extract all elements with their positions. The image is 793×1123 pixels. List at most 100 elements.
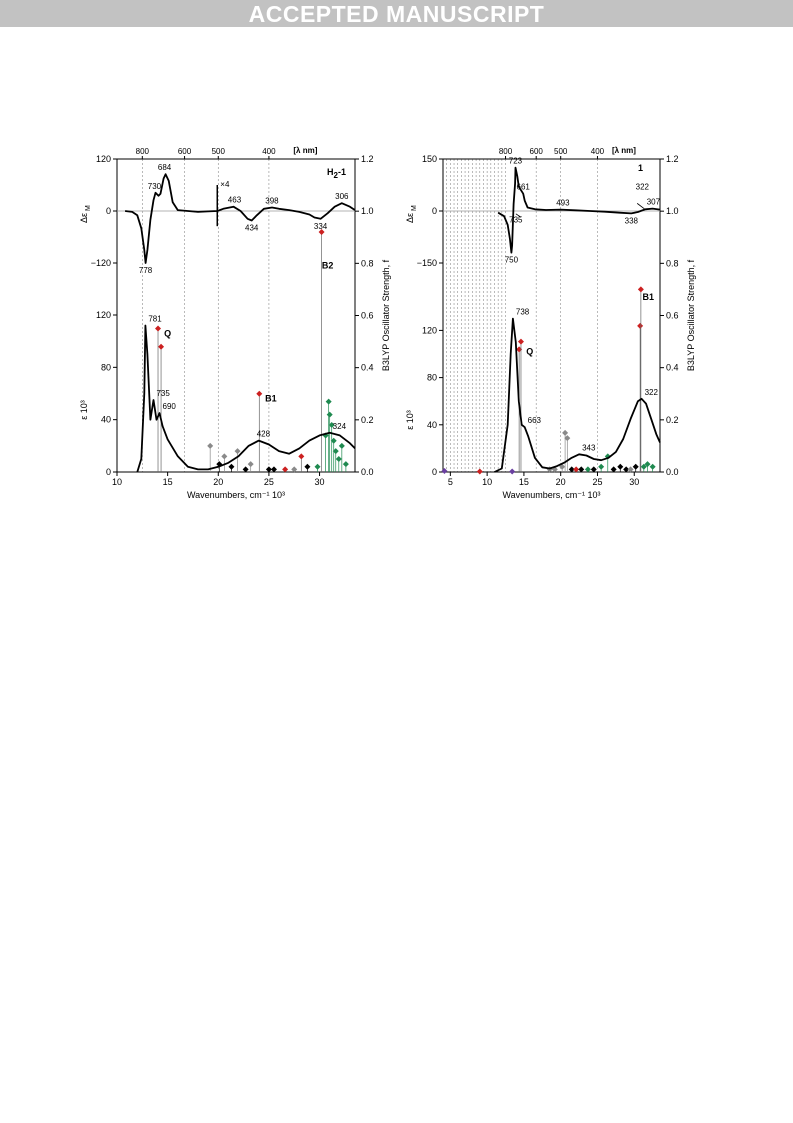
mcd-peak-label: 661 <box>517 183 531 192</box>
mcd-peak-label: 493 <box>556 199 570 208</box>
oscillator-marker <box>314 463 321 470</box>
abs-peak-label: 343 <box>582 443 596 452</box>
oscillator-marker <box>338 442 345 449</box>
band-label-b1: B1 <box>642 292 654 302</box>
panel-title-title-sub: 2 <box>334 171 339 180</box>
mcd-y-axis-label: Δε M <box>79 205 92 223</box>
oscillator-marker <box>304 463 311 470</box>
top-tick-label: 600 <box>530 147 544 156</box>
x-tick-label: 25 <box>592 477 602 487</box>
x-tick-label: 10 <box>482 477 492 487</box>
oscillator-marker <box>632 463 639 470</box>
oscillator-marker <box>298 453 305 460</box>
oscillator-marker <box>568 466 575 473</box>
mcd-peak-label: 730 <box>148 182 162 191</box>
oscillator-marker <box>282 466 289 473</box>
band-label-b1: B1 <box>265 394 277 404</box>
x-tick-label: 15 <box>163 477 173 487</box>
right-tick-label: 1.2 <box>666 154 679 164</box>
oscillator-marker <box>476 468 483 475</box>
oscillator-marker <box>256 390 263 397</box>
abs-y-tick-label: 0 <box>432 467 437 477</box>
abs-peak-label: 735 <box>156 389 170 398</box>
abs-y-tick-label: 120 <box>422 325 437 335</box>
oscillator-marker <box>623 466 630 473</box>
oscillator-marker <box>234 448 241 455</box>
oscillator-marker <box>578 466 585 473</box>
abs-peak-label: 322 <box>645 388 659 397</box>
mcd-peak-label: 684 <box>158 163 172 172</box>
mcd-peak-label: 398 <box>265 197 279 206</box>
mcd-peak-label: 735 <box>509 216 523 225</box>
oscillator-marker <box>644 461 651 468</box>
top-axis-unit: [λ nm] <box>612 146 636 155</box>
abs-peak-label: 690 <box>163 402 177 411</box>
mcd-y-tick-label: 0 <box>106 206 111 216</box>
oscillator-marker <box>342 461 349 468</box>
oscillator-marker <box>509 468 516 475</box>
x-tick-label: 20 <box>556 477 566 487</box>
abs-y-tick-label: 80 <box>427 373 437 383</box>
mcd-peak-label: 778 <box>139 266 153 275</box>
mcd-y-tick-label: 0 <box>432 206 437 216</box>
right-tick-label: 0.8 <box>361 258 374 268</box>
oscillator-marker <box>155 325 162 332</box>
mcd-y-axis-label-full: Δε M <box>79 203 89 223</box>
top-axis-unit: [λ nm] <box>293 146 317 155</box>
abs-y-tick-label: 120 <box>96 310 111 320</box>
right-tick-label: 0.2 <box>361 415 374 425</box>
panel-title-title-main: H <box>327 167 334 177</box>
right-tick-label: 0.4 <box>666 363 679 373</box>
accepted-manuscript-banner: ACCEPTED MANUSCRIPT <box>0 0 793 27</box>
right-axis-label: B3LYP Oscillator Strength, f <box>686 259 696 371</box>
panel-title: 1 <box>638 163 643 173</box>
absorption-spectrum-line <box>494 317 661 473</box>
abs-y-tick-label: 80 <box>101 362 111 372</box>
oscillator-marker <box>328 422 335 429</box>
arrow-735 <box>515 213 522 218</box>
oscillator-marker <box>627 466 634 473</box>
abs-peak-label: 663 <box>528 416 542 425</box>
mcd-y-label-sub: M <box>411 205 418 211</box>
mcd-peak-label: 723 <box>509 157 523 166</box>
band-label-q: Q <box>526 347 533 357</box>
oscillator-marker <box>270 466 277 473</box>
top-tick-label: 500 <box>212 147 226 156</box>
oscillator-marker <box>637 322 644 329</box>
oscillator-marker <box>242 466 249 473</box>
oscillator-marker <box>335 455 342 462</box>
right-axis-label: B3LYP Oscillator Strength, f <box>381 259 391 371</box>
right-tick-label: 1.0 <box>361 206 374 216</box>
mcd-peak-label: 322 <box>636 183 650 192</box>
mcd-peak-label: 306 <box>335 192 349 201</box>
oscillator-marker <box>598 463 605 470</box>
mcd-peak-label: 750 <box>505 256 519 265</box>
abs-peak-label: 781 <box>148 314 162 323</box>
oscillator-marker <box>564 435 571 442</box>
top-tick-label: 800 <box>136 147 150 156</box>
mcd-peak-label: 334 <box>314 222 328 231</box>
mcd-y-tick-label: 150 <box>422 154 437 164</box>
oscillator-marker <box>158 343 165 350</box>
oscillator-marker <box>573 466 580 473</box>
oscillator-marker <box>228 463 235 470</box>
right-tick-label: 0.6 <box>666 311 679 321</box>
oscillator-marker <box>441 467 448 474</box>
mcd-y-label-main: Δε <box>405 213 415 223</box>
oscillator-marker <box>610 466 617 473</box>
oscillator-marker <box>517 338 524 345</box>
x-tick-label: 25 <box>264 477 274 487</box>
right-tick-label: 0.6 <box>361 311 374 321</box>
abs-y-tick-label: 40 <box>101 415 111 425</box>
abs-peak-label: 738 <box>516 308 530 317</box>
mcd-spectrum-line <box>124 173 356 264</box>
x-tick-label: 20 <box>213 477 223 487</box>
band-label-b2: B2 <box>322 261 334 271</box>
panel-title-title-suffix: -1 <box>338 167 346 177</box>
right-tick-label: 1.0 <box>666 206 679 216</box>
mcd-y-tick-label: −150 <box>417 258 437 268</box>
mcd-peak-label: 463 <box>228 196 242 205</box>
mcd-y-tick-label: −120 <box>91 258 111 268</box>
panel-title: H2-1 <box>327 167 346 180</box>
x-tick-label: 30 <box>629 477 639 487</box>
